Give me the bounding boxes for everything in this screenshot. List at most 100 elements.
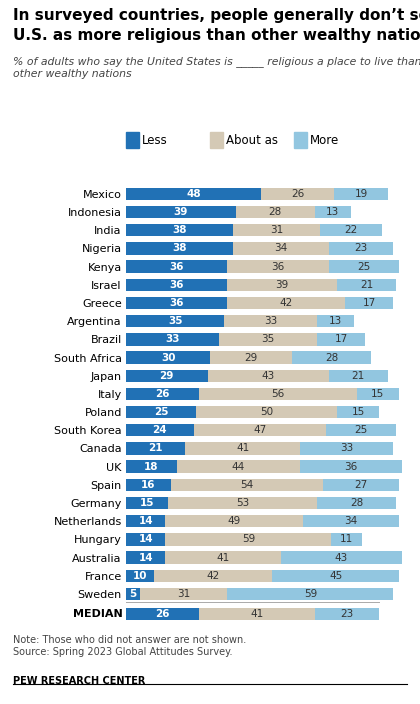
Text: 18: 18 <box>144 462 159 472</box>
Text: 23: 23 <box>354 244 368 253</box>
Bar <box>233 224 320 237</box>
Bar <box>323 479 399 491</box>
Bar <box>126 551 165 564</box>
Text: 44: 44 <box>232 462 245 472</box>
Bar <box>281 551 402 564</box>
Text: About as: About as <box>226 134 278 146</box>
Bar <box>194 424 326 436</box>
Text: 35: 35 <box>262 334 275 344</box>
Text: 38: 38 <box>172 244 187 253</box>
Text: 45: 45 <box>329 571 342 581</box>
Text: 36: 36 <box>169 280 184 290</box>
Bar <box>326 424 396 436</box>
Text: 25: 25 <box>154 407 168 417</box>
Bar <box>219 333 318 346</box>
Text: 50: 50 <box>260 407 273 417</box>
Text: More: More <box>310 134 339 146</box>
Text: 34: 34 <box>274 244 287 253</box>
Bar <box>126 479 171 491</box>
Text: 30: 30 <box>161 353 176 363</box>
Text: 29: 29 <box>160 371 174 381</box>
Bar <box>337 279 396 291</box>
Bar <box>328 370 388 382</box>
Text: 59: 59 <box>242 534 255 544</box>
Text: 29: 29 <box>244 353 258 363</box>
Text: 26: 26 <box>155 609 170 619</box>
Bar <box>126 406 197 418</box>
Text: 10: 10 <box>133 571 147 581</box>
Text: 15: 15 <box>140 498 155 508</box>
Text: MEDIAN: MEDIAN <box>74 609 123 619</box>
Bar <box>126 515 165 527</box>
Text: 33: 33 <box>165 334 180 344</box>
Text: 38: 38 <box>172 225 187 235</box>
Text: 43: 43 <box>262 371 275 381</box>
Bar <box>236 206 315 218</box>
Text: 27: 27 <box>354 480 368 490</box>
Text: Note: Those who did not answer are not shown.
Source: Spring 2023 Global Attitud: Note: Those who did not answer are not s… <box>13 635 246 657</box>
Bar <box>126 206 236 218</box>
Text: 21: 21 <box>360 280 373 290</box>
Bar <box>126 188 261 200</box>
Bar <box>126 608 199 620</box>
Text: 14: 14 <box>138 553 153 562</box>
Text: 41: 41 <box>236 444 249 453</box>
Text: 42: 42 <box>280 298 293 308</box>
Bar <box>318 333 365 346</box>
Text: 11: 11 <box>340 534 354 544</box>
Bar <box>165 533 331 546</box>
Bar <box>199 608 315 620</box>
Text: 56: 56 <box>271 389 285 399</box>
Text: 21: 21 <box>148 444 163 453</box>
Text: 42: 42 <box>207 571 220 581</box>
Bar <box>227 297 346 309</box>
Bar <box>140 588 227 600</box>
Bar <box>126 333 219 346</box>
Text: 13: 13 <box>326 207 339 217</box>
Bar <box>300 460 402 473</box>
Bar <box>154 570 272 582</box>
Text: 39: 39 <box>174 207 188 217</box>
Bar <box>168 497 318 509</box>
Bar <box>300 442 393 455</box>
Bar <box>126 460 177 473</box>
Text: 28: 28 <box>325 353 338 363</box>
Text: 19: 19 <box>354 189 368 199</box>
Text: 14: 14 <box>138 534 153 544</box>
Bar <box>328 242 393 255</box>
Bar <box>126 224 233 237</box>
Text: 54: 54 <box>240 480 254 490</box>
Text: 22: 22 <box>344 225 358 235</box>
Text: 36: 36 <box>169 298 184 308</box>
Bar <box>227 588 393 600</box>
Text: 26: 26 <box>291 189 304 199</box>
Bar <box>165 515 303 527</box>
Bar <box>315 608 379 620</box>
Text: 28: 28 <box>268 207 282 217</box>
Text: 24: 24 <box>152 425 167 435</box>
Text: 31: 31 <box>270 225 283 235</box>
Bar <box>185 442 300 455</box>
Bar <box>357 388 399 400</box>
Bar <box>126 351 210 364</box>
Text: PEW RESEARCH CENTER: PEW RESEARCH CENTER <box>13 676 145 686</box>
Bar <box>318 497 396 509</box>
Bar <box>224 315 318 327</box>
Bar <box>328 260 399 273</box>
Text: 17: 17 <box>335 334 348 344</box>
Text: 23: 23 <box>340 609 354 619</box>
Bar <box>261 188 334 200</box>
Text: 48: 48 <box>186 189 201 199</box>
Text: 16: 16 <box>141 480 156 490</box>
Text: 33: 33 <box>264 316 278 326</box>
Bar <box>331 533 362 546</box>
Text: In surveyed countries, people generally don’t see the: In surveyed countries, people generally … <box>13 8 420 23</box>
Text: 36: 36 <box>271 262 285 272</box>
Bar <box>227 260 328 273</box>
Text: 31: 31 <box>177 589 190 599</box>
Bar <box>177 460 300 473</box>
Bar <box>318 315 354 327</box>
Bar <box>197 406 337 418</box>
Text: 36: 36 <box>169 262 184 272</box>
Bar <box>292 351 371 364</box>
